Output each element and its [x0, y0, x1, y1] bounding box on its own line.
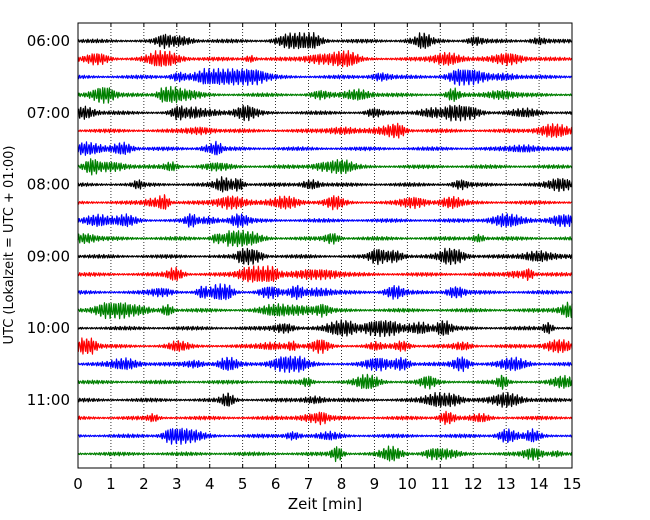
trace-row: [77, 355, 573, 373]
trace-row: [77, 176, 573, 193]
trace-row: [77, 427, 573, 445]
y-tick-label: 09:00: [27, 247, 70, 265]
x-axis-label: Zeit [min]: [288, 495, 362, 513]
trace-row: [77, 410, 573, 426]
y-axis-label: UTC (Lokalzeit = UTC + 01:00): [2, 146, 17, 345]
trace-row: [77, 229, 573, 248]
trace-row: [77, 49, 573, 68]
y-tick-label: 06:00: [27, 32, 70, 50]
trace-row: [77, 213, 573, 229]
x-tick-label: 7: [304, 475, 314, 493]
x-tick-label: 15: [562, 475, 581, 493]
x-tick-label: 1: [106, 475, 116, 493]
x-tick-label: 0: [73, 475, 83, 493]
trace-row: [77, 265, 573, 283]
trace-row: [77, 194, 573, 211]
x-tick-label: 2: [139, 475, 149, 493]
trace-row: [77, 85, 573, 104]
y-axis: 06:00 07:00 08:00 09:00 10:00 11:00: [27, 32, 572, 409]
trace-row: [77, 122, 573, 139]
trace-row: [77, 67, 573, 86]
trace-row: [77, 445, 573, 463]
seismic-traces: [77, 31, 573, 463]
x-tick-label: 4: [205, 475, 215, 493]
trace-row: [77, 301, 573, 320]
trace-row: [77, 319, 573, 338]
x-tick-label: 8: [337, 475, 347, 493]
plot-border: [77, 22, 573, 469]
y-tick-label: 11:00: [27, 391, 70, 409]
x-tick-label: 5: [238, 475, 248, 493]
trace-row: [77, 373, 573, 390]
trace-row: [77, 283, 573, 301]
trace-row: [77, 158, 573, 176]
x-tick-label: 3: [172, 475, 182, 493]
trace-row: [77, 140, 573, 156]
trace-row: [77, 247, 573, 266]
x-tick-label: 13: [497, 475, 516, 493]
trace-row: [77, 104, 573, 122]
y-tick-label: 08:00: [27, 176, 70, 194]
x-tick-label: 6: [271, 475, 281, 493]
trace-row: [77, 31, 573, 50]
x-tick-label: 14: [530, 475, 549, 493]
y-tick-label: 07:00: [27, 104, 70, 122]
y-tick-label: 10:00: [27, 319, 70, 337]
trace-row: [77, 391, 573, 408]
trace-row: [77, 337, 573, 355]
x-tick-label: 10: [398, 475, 417, 493]
x-axis: 0 1 2 3 4 5 6 7 8 9 10 11 12 13 14 15: [73, 23, 582, 493]
x-tick-label: 9: [370, 475, 380, 493]
x-tick-label: 12: [464, 475, 483, 493]
x-tick-label: 11: [431, 475, 450, 493]
